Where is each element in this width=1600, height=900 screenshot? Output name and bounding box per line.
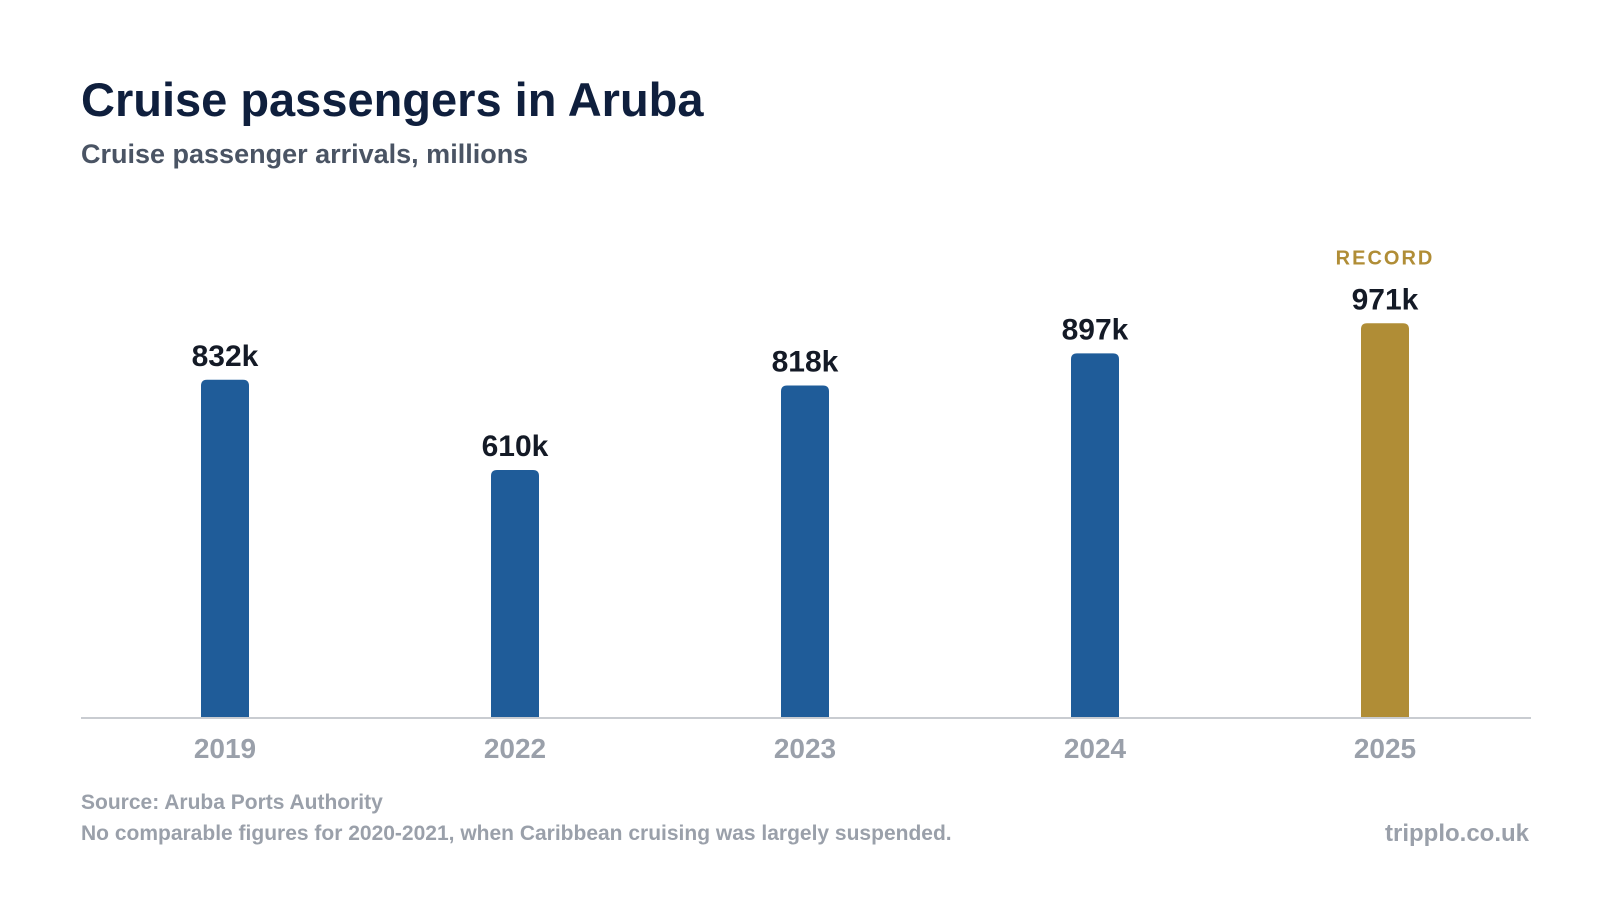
- value-label-2019: 832k: [192, 340, 259, 373]
- bar-2023: [781, 385, 829, 718]
- x-tick-label-2023: 2023: [774, 733, 836, 764]
- chart-title: Cruise passengers in Aruba: [81, 73, 704, 126]
- bar-2025: [1361, 323, 1409, 718]
- value-label-2023: 818k: [772, 345, 839, 378]
- bar-2019: [201, 379, 249, 718]
- footnote: No comparable figures for 2020-2021, whe…: [81, 822, 952, 845]
- bar-2022: [491, 470, 539, 718]
- record-tag: RECORD: [1336, 247, 1435, 269]
- value-label-2022: 610k: [482, 430, 549, 463]
- chart-subtitle: Cruise passenger arrivals, millions: [81, 139, 529, 169]
- x-tick-label-2019: 2019: [194, 733, 256, 764]
- x-tick-label-2022: 2022: [484, 733, 546, 764]
- value-label-2024: 897k: [1062, 313, 1129, 346]
- bar-2024: [1071, 353, 1119, 718]
- x-tick-label-2024: 2024: [1064, 733, 1127, 764]
- brand-label: tripplo.co.uk: [1385, 820, 1529, 847]
- x-tick-label-2025: 2025: [1354, 733, 1416, 764]
- value-label-2025: 971k: [1352, 283, 1419, 316]
- source-note: Source: Aruba Ports Authority: [81, 791, 383, 814]
